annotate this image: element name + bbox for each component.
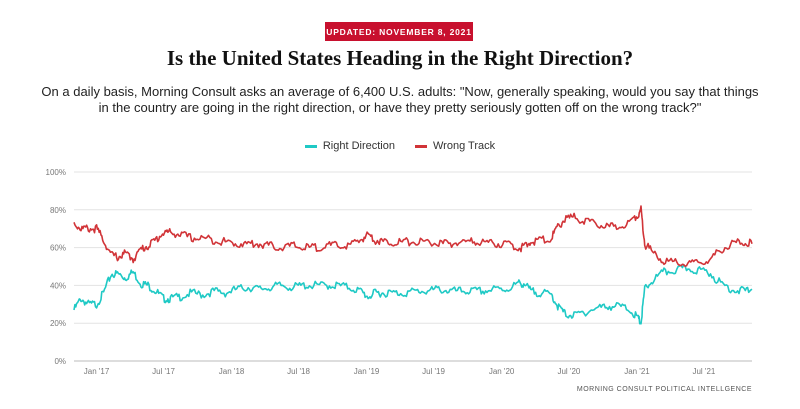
x-tick-label-1: Jul '17 [152, 367, 175, 376]
source-note: MORNING CONSULT POLITICAL INTELLGENCE [576, 386, 752, 393]
x-tick-label-6: Jan '20 [489, 367, 515, 376]
y-tick-label-0: 0% [54, 357, 66, 366]
x-tick-label-5: Jul '19 [422, 367, 445, 376]
y-tick-label-40: 40% [50, 281, 66, 290]
chart-subtitle: On a daily basis, Morning Consult asks a… [41, 84, 759, 115]
legend-label-wrong-track: Wrong Track [432, 140, 496, 152]
series-line-wrong-track [73, 205, 753, 268]
y-tick-label-20: 20% [50, 319, 66, 328]
x-tick-label-7: Jul '20 [557, 367, 580, 376]
x-tick-label-9: Jul '21 [692, 367, 715, 376]
x-tick-label-0: Jan '17 [84, 367, 110, 376]
chart-legend: Right Direction Wrong Track [0, 140, 800, 152]
y-tick-label-80: 80% [50, 206, 66, 215]
x-tick-label-3: Jul '18 [287, 367, 310, 376]
y-tick-label-60: 60% [50, 244, 66, 253]
legend-swatch-wrong-track [414, 144, 427, 148]
x-tick-label-8: Jan '21 [624, 367, 650, 376]
x-tick-label-2: Jan '18 [219, 367, 245, 376]
chart-title: Is the United States Heading in the Righ… [166, 46, 634, 70]
legend-label-right-direction: Right Direction [322, 140, 395, 152]
y-tick-label-100: 100% [46, 168, 66, 177]
legend-swatch-right-direction [304, 144, 317, 148]
x-tick-label-4: Jan '19 [354, 367, 380, 376]
legend-item-wrong-track[interactable]: Wrong Track [414, 140, 496, 152]
series-line-right-direction [73, 264, 753, 325]
updated-badge: UPDATED: NOVEMBER 8, 2021 [325, 22, 473, 41]
legend-item-right-direction[interactable]: Right Direction [304, 140, 395, 152]
